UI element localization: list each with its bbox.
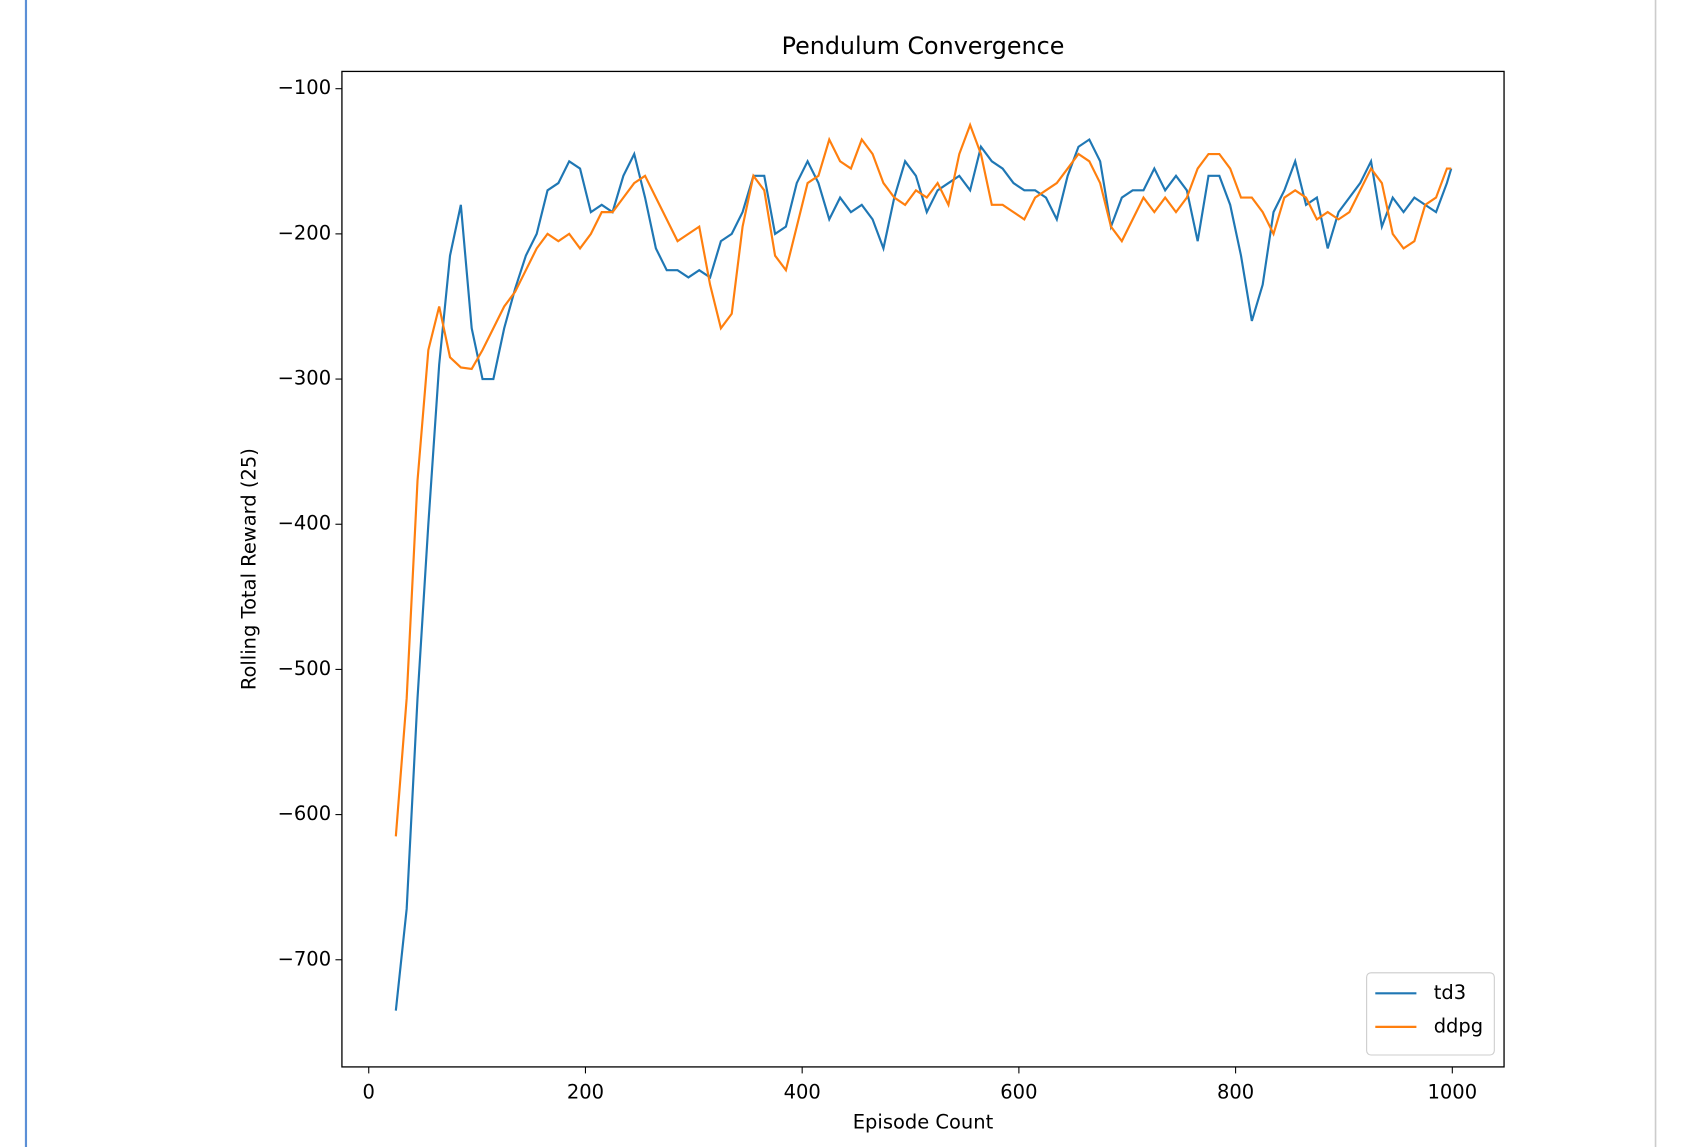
plot-frame — [341, 70, 1505, 1068]
y-tick-label: −200 — [278, 221, 331, 244]
legend-label: td3 — [1434, 981, 1466, 1004]
y-axis-label: Rolling Total Reward (25) — [237, 448, 260, 690]
x-tick-label: 800 — [1217, 1080, 1254, 1103]
x-tick-label: 600 — [1000, 1080, 1037, 1103]
x-axis-label: Episode Count — [853, 1111, 994, 1134]
line-series — [394, 121, 1452, 837]
x-tick-label: 1000 — [1428, 1080, 1478, 1103]
x-tick-label: 400 — [784, 1080, 821, 1103]
y-tick-label: −700 — [278, 947, 331, 970]
y-tick-label: −400 — [278, 512, 331, 535]
x-tick-label: 0 — [363, 1080, 375, 1103]
y-tick-label: −500 — [278, 657, 331, 680]
y-tick-label: −300 — [278, 367, 331, 390]
x-tick-label: 200 — [567, 1080, 604, 1103]
y-tick-label: −100 — [278, 76, 331, 99]
line-series — [394, 137, 1453, 1011]
chart-title: Pendulum Convergence — [782, 32, 1065, 60]
legend-label: ddpg — [1434, 1014, 1483, 1037]
y-tick-label: −600 — [278, 802, 331, 825]
